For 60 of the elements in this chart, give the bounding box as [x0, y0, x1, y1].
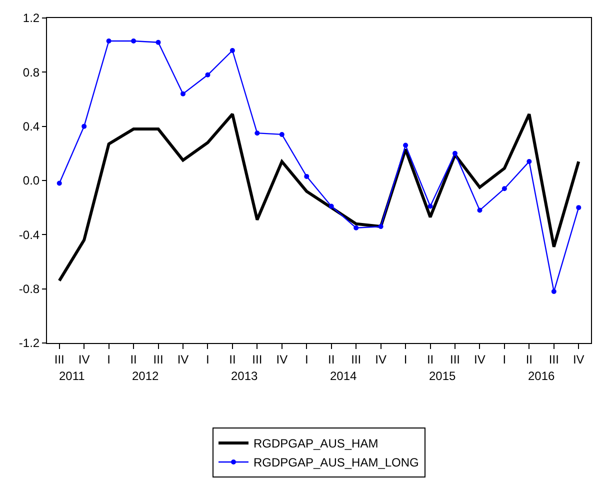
y-tick-label: 0.8 [22, 65, 40, 80]
x-tick-label: I [404, 352, 408, 366]
y-tick-label: -1.2 [18, 336, 40, 350]
point [354, 225, 359, 230]
point [526, 159, 532, 164]
point [304, 174, 310, 179]
point [279, 132, 284, 137]
point [205, 72, 210, 78]
x-tick-label: II [130, 352, 137, 366]
y-tick-label: -0.4 [18, 228, 40, 242]
text: 2014 [330, 369, 358, 383]
point [106, 38, 112, 44]
x-tick-label: III [54, 352, 64, 366]
x-tick-label: IV [177, 352, 189, 366]
x-tick-label: IV [276, 352, 288, 366]
x-tick-label: II [526, 352, 533, 366]
point [131, 38, 136, 44]
text: 2015 [429, 369, 456, 383]
x-tick-label: III [450, 352, 460, 366]
x-tick-label: IV [375, 352, 386, 366]
legend-label: RGDPGAP_AUS_HAM_LONG [254, 456, 419, 470]
x-tick-label: II [328, 352, 335, 366]
text: 2012 [132, 369, 160, 383]
point [56, 180, 62, 186]
y-tick-label: 1.2 [22, 11, 40, 26]
point [428, 204, 433, 209]
x-tick-label: I [107, 352, 110, 366]
point [328, 204, 334, 209]
x-tick-label: I [502, 352, 506, 366]
x-tick-label: II [426, 352, 434, 366]
point [477, 208, 482, 213]
text: 2011 [59, 369, 86, 383]
text: 2016 [528, 369, 556, 383]
x-tick-label: I [206, 352, 210, 366]
x-tick-label: IV [474, 352, 486, 366]
y-tick-label: 0.4 [22, 120, 40, 134]
point [502, 186, 507, 192]
x-tick-label: I [304, 352, 308, 366]
x-tick-label: III [548, 352, 559, 366]
point [156, 40, 161, 45]
legend-label: RGDPGAP_AUS_HAM [254, 436, 378, 451]
point [576, 205, 582, 210]
point [452, 150, 458, 156]
x-tick-label: IV [78, 352, 90, 366]
y-tick-label: 0.0 [22, 174, 40, 188]
point [378, 224, 384, 230]
point [230, 48, 235, 53]
point [82, 124, 87, 129]
y-tick-label: -0.8 [18, 282, 40, 296]
x-tick-label: II [229, 352, 236, 366]
line-series [58, 112, 580, 282]
point [180, 91, 186, 96]
text: 2013 [231, 369, 258, 383]
x-tick-label: IV [572, 352, 584, 366]
point [254, 130, 260, 136]
point [551, 289, 556, 294]
point [403, 142, 408, 148]
x-tick-label: III [153, 352, 164, 366]
x-tick-label: III [351, 352, 362, 366]
x-tick-label: III [252, 352, 262, 366]
